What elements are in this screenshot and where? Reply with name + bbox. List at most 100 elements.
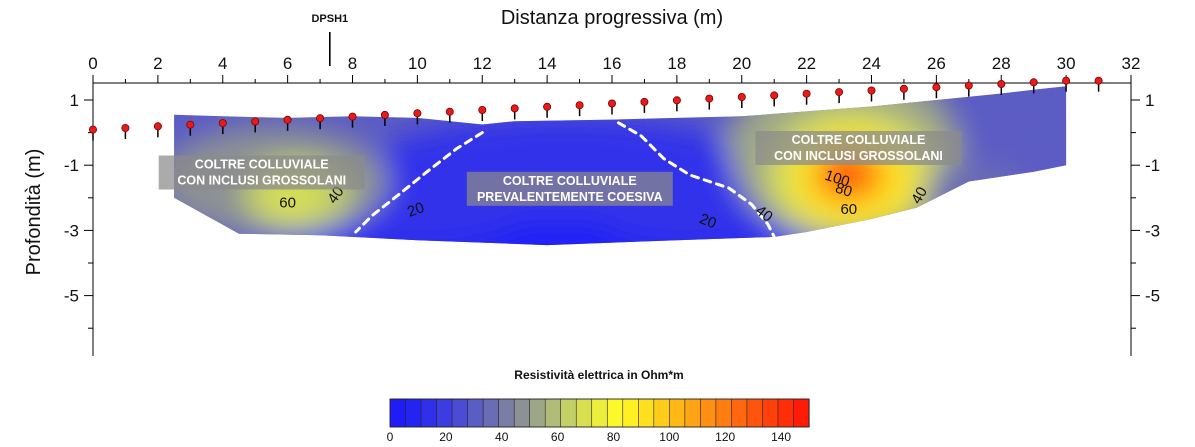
electrode-marker [153,122,162,131]
y-tick-label-left: -1 [64,156,79,175]
legend-swatch [513,398,531,428]
electrode-marker [1094,76,1103,85]
dpsh1-marker: DPSH1 [311,13,348,66]
x-tick-label: 14 [538,54,557,73]
legend-swatch [405,398,422,428]
x-axis-title: Distanza progressiva (m) [501,7,723,29]
electrode-marker [608,99,617,108]
legend-tick-label: 140 [771,430,791,444]
electrode-marker [997,80,1006,89]
zone-label-line2: CON INCLUSI GROSSOLANI [177,174,346,188]
contour-label: 60 [840,201,857,218]
contour-label: 80 [833,180,854,201]
zone-label-background [755,131,962,165]
x-tick-label: 2 [153,54,162,73]
x-tick-label: 28 [992,54,1011,73]
zone-divider-right [617,121,776,239]
electrode-marker [413,109,422,118]
zone-label-line1: COLTRE COLLUVIALE [503,174,637,188]
electrode-marker [380,110,389,119]
legend-tick-label: 120 [715,430,735,444]
electrode-marker [316,114,325,123]
legend-swatch [606,398,624,428]
legend-title: Resistività elettrica in Ohm*m [514,368,683,382]
y-tick-label-right: 1 [1145,91,1154,110]
electrode-marker [478,106,487,115]
electrode-marker [186,120,195,129]
electrode-marker [1062,76,1071,85]
legend-swatch [684,398,701,428]
y-tick-label-right: -1 [1145,156,1160,175]
legend-swatch [498,398,515,428]
electrode-marker [348,112,357,121]
electrode-marker [867,86,876,95]
legend-swatch [451,398,469,428]
electrode-marker [705,94,714,103]
x-tick-label: 24 [862,54,881,73]
contour-label: 60 [279,195,296,212]
legend-swatch [731,398,748,428]
legend-swatch [467,398,484,428]
electrode-marker [770,91,779,100]
contour-label: 40 [752,202,776,226]
electrode-marker [737,93,746,102]
electrode-marker [543,102,552,111]
contour-label: 100 [823,167,852,191]
electrode-marker [964,81,973,90]
legend-swatch [575,398,593,428]
legend-tick-label: 100 [659,430,679,444]
electrode-marker [835,88,844,97]
electrode-marker [89,125,98,134]
x-tick-label: 12 [473,54,492,73]
legend-swatch [389,398,407,428]
y-axis-title: Profondità (m) [23,149,45,276]
color-legend: Resistività elettrica in Ohm*m 0 20 40 60 80 1… [387,368,810,444]
zone-divider-left [354,131,484,234]
y-tick-label-left: 1 [70,91,79,110]
electrode-marker [283,115,292,124]
legend-swatch [700,398,717,428]
legend-swatch [793,398,810,428]
zone-labels: COLTRE COLLUVIALE CON INCLUSI GROSSOLANI C… [158,131,962,206]
x-tick-label: 16 [603,54,622,73]
y-tick-label-right: -5 [1145,287,1160,306]
legend-swatch [591,398,608,428]
zone-label-line2: CON INCLUSI GROSSOLANI [774,149,943,163]
zone-dividers [354,121,776,239]
legend-swatch [653,398,670,428]
x-tick-label: 22 [797,54,816,73]
x-tick-label: 20 [732,54,751,73]
electrode-marker [932,83,941,92]
legend-swatch [420,398,438,428]
electrode-marker [218,119,227,128]
zone-label-background [466,171,673,206]
legend-tick-label: 20 [439,430,453,444]
electrode-marker [640,97,649,106]
legend-tick-label: 80 [607,430,621,444]
electrode-markers [89,76,1103,141]
x-tick-label: 26 [927,54,946,73]
legend-swatch [482,398,500,428]
dpsh1-marker-label: DPSH1 [311,13,348,25]
resistivity-region [829,158,862,185]
legend-swatch [762,398,779,428]
zone-label-line1: COLTRE COLLUVIALE [792,133,926,147]
zone-label-line1: COLTRE COLLUVIALE [195,158,329,172]
x-tick-label: 8 [348,54,357,73]
contour-label: 40 [908,184,931,207]
electrode-marker [575,101,584,110]
x-tick-label: 18 [667,54,686,73]
contour-label: 20 [697,210,719,232]
resistivity-region [960,107,1067,198]
electrode-marker [445,107,454,116]
electrode-marker [121,124,130,133]
legend-swatch [715,398,733,428]
x-tick-label: 32 [1122,54,1141,73]
electrode-marker [802,89,811,98]
legend-swatch [560,398,577,428]
x-tick-label: 6 [283,54,292,73]
legend-border [389,398,810,428]
legend-swatch [777,398,795,428]
legend-swatch [746,398,764,428]
